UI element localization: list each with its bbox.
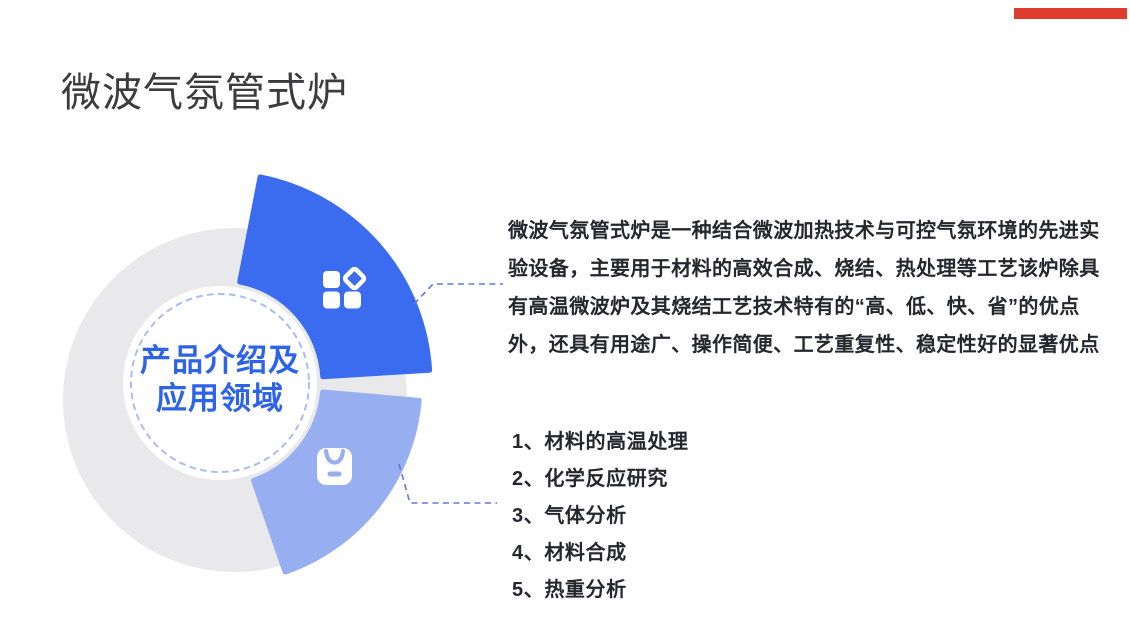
list-item: 1、材料的高温处理 [512, 431, 689, 453]
list-item: 3、气体分析 [512, 505, 627, 527]
diagram-center-label: 产品介绍及 应用领域 [110, 342, 330, 418]
apps-grid-icon [323, 266, 367, 309]
list-item: 5、热重分析 [512, 579, 627, 601]
intro-paragraph: 微波气氛管式炉是一种结合微波加热技术与可控气氛环境的先进实 验设备，主要用于材料… [508, 212, 1108, 364]
center-label-line1: 产品介绍及 [140, 343, 300, 378]
accent-bar [1014, 8, 1127, 19]
connector-applications [398, 463, 497, 504]
intro-line: 验设备，主要用于材料的高效合成、烧结、热处理等工艺该炉除具 [508, 258, 1100, 280]
shopping-bag-icon [317, 448, 352, 485]
center-label-line2: 应用领域 [156, 381, 284, 416]
list-item: 4、材料合成 [512, 542, 627, 564]
hub-circle [123, 286, 317, 480]
intro-line: 微波气氛管式炉是一种结合微波加热技术与可控气氛环境的先进实 [508, 220, 1100, 242]
donut-diagram [63, 174, 503, 575]
list-item: 2、化学反应研究 [512, 468, 668, 490]
connector-intro [413, 283, 503, 305]
intro-line: 外，还具有用途广、操作简便、工艺重复性、稳定性好的显著优点 [508, 334, 1100, 356]
applications-list: 1、材料的高温处理 2、化学反应研究 3、气体分析 4、材料合成 5、热重分析 [512, 424, 932, 609]
intro-line: 有高温微波炉及其烧结工艺技术特有的“高、低、快、省”的优点 [508, 296, 1080, 318]
hub-dashed-border [130, 293, 310, 473]
page-title: 微波气氛管式炉 [61, 71, 348, 115]
